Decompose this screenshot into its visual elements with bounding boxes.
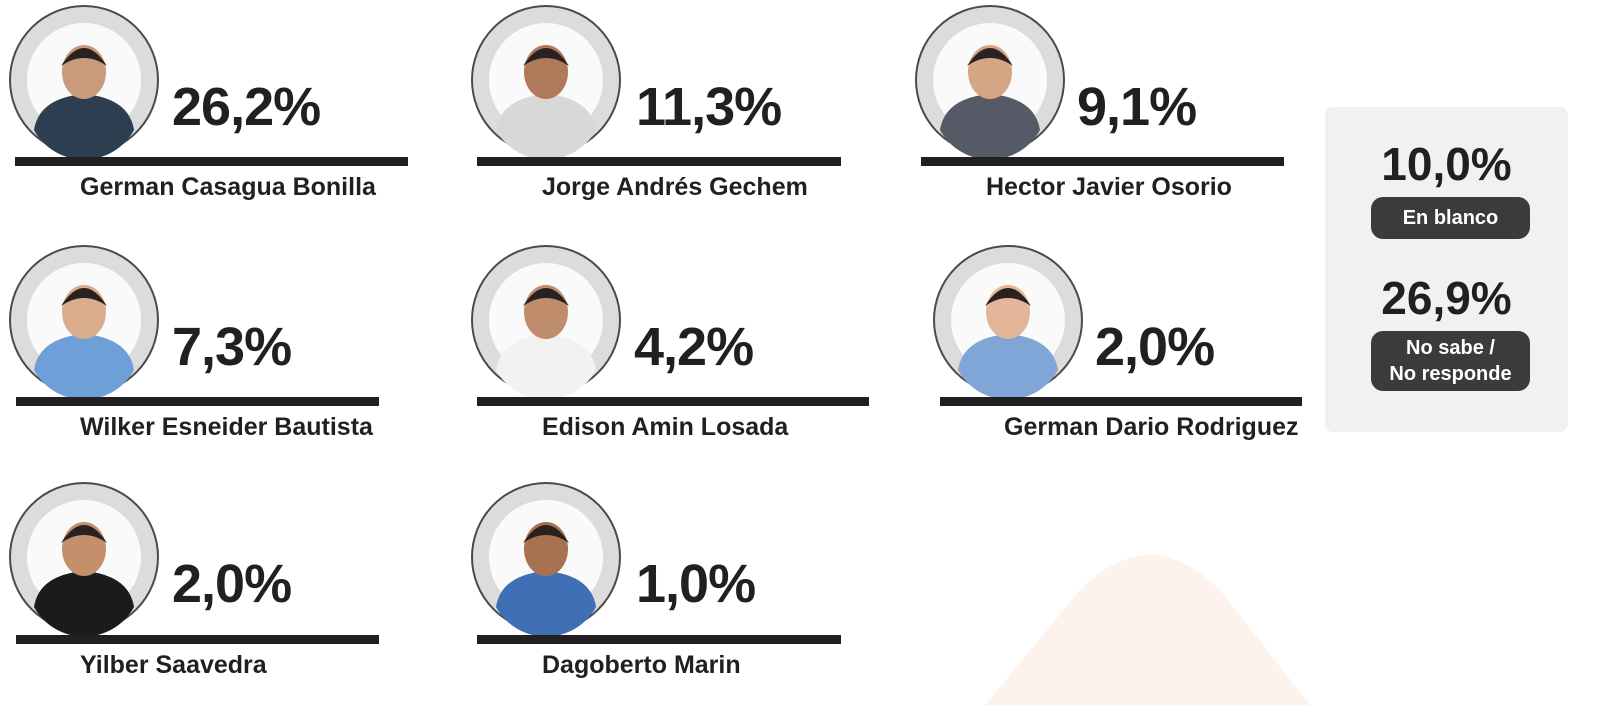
- blank-label: En blanco: [1371, 197, 1530, 239]
- candidate-percent: 7,3%: [172, 316, 291, 378]
- candidate-name: German Dario Rodriguez: [1004, 413, 1299, 442]
- underline-bar: [15, 157, 408, 166]
- unknown-percent: 26,9%: [1325, 271, 1568, 325]
- candidate-percent: 4,2%: [634, 316, 753, 378]
- underline-bar: [940, 397, 1302, 406]
- underline-bar: [921, 157, 1284, 166]
- blank-percent: 10,0%: [1325, 137, 1568, 191]
- underline-bar: [477, 397, 869, 406]
- underline-bar: [16, 397, 379, 406]
- candidate-percent: 9,1%: [1077, 76, 1196, 138]
- candidate-percent: 2,0%: [172, 553, 291, 615]
- candidate-name: Yilber Saavedra: [80, 651, 267, 680]
- candidate-name: Hector Javier Osorio: [986, 173, 1232, 202]
- candidate-percent: 2,0%: [1095, 316, 1214, 378]
- unknown-label: No sabe / No responde: [1371, 331, 1530, 391]
- background-shape: [985, 555, 1310, 705]
- candidate-name: German Casagua Bonilla: [80, 173, 376, 202]
- candidate-percent: 11,3%: [636, 76, 781, 138]
- other-responses-panel: 10,0% En blanco 26,9% No sabe / No respo…: [1325, 107, 1568, 432]
- underline-bar: [16, 635, 379, 644]
- candidate-name: Wilker Esneider Bautista: [80, 413, 373, 442]
- page: 10,0% En blanco 26,9% No sabe / No respo…: [0, 0, 1599, 705]
- underline-bar: [477, 635, 841, 644]
- candidate-percent: 1,0%: [636, 553, 755, 615]
- candidate-name: Jorge Andrés Gechem: [542, 173, 808, 202]
- candidate-name: Dagoberto Marin: [542, 651, 741, 680]
- underline-bar: [477, 157, 841, 166]
- candidate-percent: 26,2%: [172, 76, 320, 138]
- candidate-name: Edison Amin Losada: [542, 413, 788, 442]
